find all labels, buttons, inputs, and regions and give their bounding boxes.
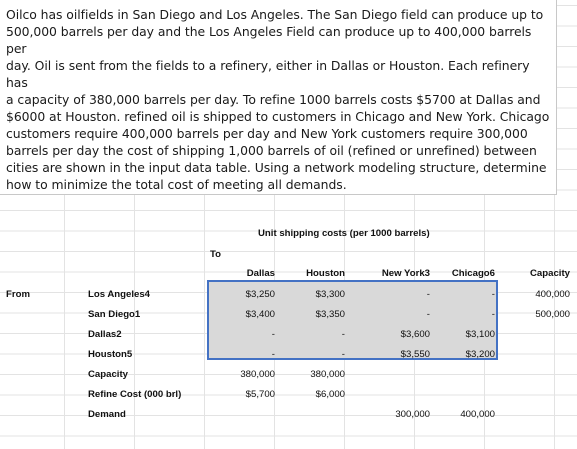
from-label[interactable]: From bbox=[6, 289, 30, 300]
demand-newyork[interactable]: 300,000 bbox=[395, 409, 430, 420]
cost-cell[interactable]: - bbox=[271, 349, 275, 360]
column-header-capacity[interactable]: Capacity bbox=[530, 268, 570, 279]
row-label-houston[interactable]: Houston5 bbox=[88, 349, 133, 360]
column-header-dallas[interactable]: Dallas bbox=[246, 268, 275, 279]
problem-line: $6000 at Houston. refined oil is shipped… bbox=[6, 109, 550, 124]
problem-line: day. Oil is sent from the fields to a re… bbox=[6, 58, 530, 90]
cost-cell[interactable]: - bbox=[426, 309, 430, 320]
refine-cost-dallas[interactable]: $5,700 bbox=[245, 389, 275, 400]
row-label-dallas[interactable]: Dallas2 bbox=[88, 329, 122, 340]
problem-line: Oilco has oilfields in San Diego and Los… bbox=[6, 7, 544, 22]
problem-line: cities are shown in the input data table… bbox=[6, 160, 547, 175]
cost-cell[interactable]: - bbox=[341, 349, 345, 360]
problem-statement-box: Oilco has oilfields in San Diego and Los… bbox=[0, 0, 557, 195]
cost-cell[interactable]: - bbox=[426, 289, 430, 300]
refinery-capacity-dallas[interactable]: 380,000 bbox=[240, 369, 275, 380]
refine-cost-houston[interactable]: $6,000 bbox=[315, 389, 345, 400]
problem-line: a capacity of 380,000 barrels per day. T… bbox=[6, 92, 541, 107]
cost-cell[interactable]: $3,250 bbox=[245, 289, 275, 300]
row-label-los-angeles[interactable]: Los Angeles4 bbox=[88, 289, 151, 300]
row-label-refine-cost[interactable]: Refine Cost (000 brl) bbox=[88, 389, 182, 400]
problem-line: customers require 400,000 barrels per da… bbox=[6, 126, 528, 141]
cost-cell[interactable]: - bbox=[491, 289, 495, 300]
cost-cell[interactable]: $3,100 bbox=[465, 329, 495, 340]
row-label-demand[interactable]: Demand bbox=[88, 409, 126, 420]
cost-cell[interactable]: $3,350 bbox=[315, 309, 345, 320]
cost-cell[interactable]: $3,300 bbox=[315, 289, 345, 300]
refinery-capacity-houston[interactable]: 380,000 bbox=[310, 369, 345, 380]
column-header-chicago[interactable]: Chicago6 bbox=[451, 268, 495, 279]
to-label[interactable]: To bbox=[210, 249, 222, 260]
problem-line: how to minimize the total cost of meetin… bbox=[6, 177, 347, 192]
column-header-newyork[interactable]: New York3 bbox=[381, 268, 430, 279]
cost-cell[interactable]: $3,400 bbox=[245, 309, 275, 320]
cost-cell[interactable]: $3,550 bbox=[400, 349, 430, 360]
problem-line: barrels per day the cost of shipping 1,0… bbox=[6, 143, 537, 158]
problem-statement: Oilco has oilfields in San Diego and Los… bbox=[6, 6, 550, 193]
table-title[interactable]: Unit shipping costs (per 1000 barrels) bbox=[258, 228, 430, 239]
capacity-cell[interactable]: 400,000 bbox=[535, 289, 570, 300]
capacity-cell[interactable]: 500,000 bbox=[535, 309, 570, 320]
cost-cell[interactable]: - bbox=[271, 329, 275, 340]
row-label-capacity[interactable]: Capacity bbox=[88, 369, 128, 380]
cost-cell[interactable]: - bbox=[491, 309, 495, 320]
demand-chicago[interactable]: 400,000 bbox=[460, 409, 495, 420]
problem-line: 500,000 barrels per day and the Los Ange… bbox=[6, 24, 532, 56]
row-label-san-diego[interactable]: San Diego1 bbox=[88, 309, 141, 320]
cost-cell[interactable]: - bbox=[341, 329, 345, 340]
cost-cell[interactable]: $3,200 bbox=[465, 349, 495, 360]
cost-matrix-highlight bbox=[207, 280, 498, 360]
column-header-houston[interactable]: Houston bbox=[306, 268, 345, 279]
cost-cell[interactable]: $3,600 bbox=[400, 329, 430, 340]
